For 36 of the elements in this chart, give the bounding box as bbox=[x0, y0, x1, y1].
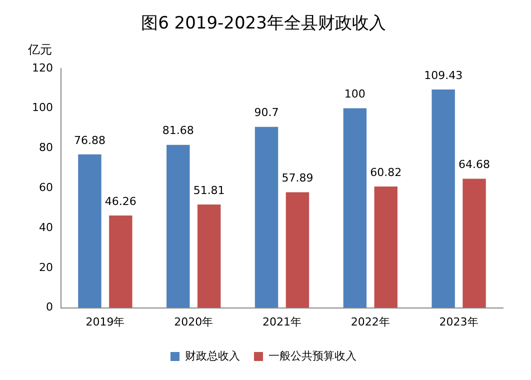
bar bbox=[462, 178, 486, 308]
x-tick-label: 2022年 bbox=[350, 315, 390, 328]
bar bbox=[432, 89, 455, 308]
y-tick-label: 100 bbox=[32, 101, 53, 114]
x-tick-label: 2023年 bbox=[439, 315, 478, 328]
data-label: 64.68 bbox=[458, 158, 490, 172]
data-label: 109.43 bbox=[424, 68, 463, 82]
bar bbox=[343, 108, 367, 308]
x-tick-label: 2021年 bbox=[262, 315, 302, 328]
bar bbox=[166, 144, 190, 308]
legend-label: 一般公共预算收入 bbox=[268, 349, 356, 362]
bar bbox=[254, 126, 278, 308]
data-label: 46.26 bbox=[104, 194, 136, 208]
x-tick-label: 2019年 bbox=[86, 315, 125, 328]
y-axis-title: 亿元 bbox=[27, 42, 52, 57]
data-label: 76.88 bbox=[74, 134, 106, 147]
data-label: 51.81 bbox=[193, 184, 225, 197]
y-tick-label: 120 bbox=[32, 61, 53, 74]
data-label: 90.7 bbox=[254, 106, 279, 120]
data-label: 60.82 bbox=[370, 166, 402, 179]
y-tick-label: 0 bbox=[46, 300, 53, 314]
bar bbox=[374, 186, 398, 308]
y-tick-label: 80 bbox=[38, 141, 53, 154]
data-label: 81.68 bbox=[162, 124, 194, 138]
chart-title: 图6 2019-2023年全县财政收入 bbox=[141, 14, 386, 34]
y-tick-label: 60 bbox=[38, 180, 53, 194]
bar bbox=[286, 192, 310, 308]
y-tick-label: 40 bbox=[38, 220, 53, 234]
data-label: 100 bbox=[344, 88, 366, 101]
bar bbox=[109, 216, 132, 308]
legend-label: 财政总收入 bbox=[185, 349, 240, 362]
data-label: 57.89 bbox=[282, 172, 314, 185]
x-tick-label: 2020年 bbox=[174, 315, 214, 328]
bar bbox=[197, 204, 221, 308]
bar bbox=[78, 154, 102, 308]
y-tick-label: 20 bbox=[38, 260, 53, 274]
